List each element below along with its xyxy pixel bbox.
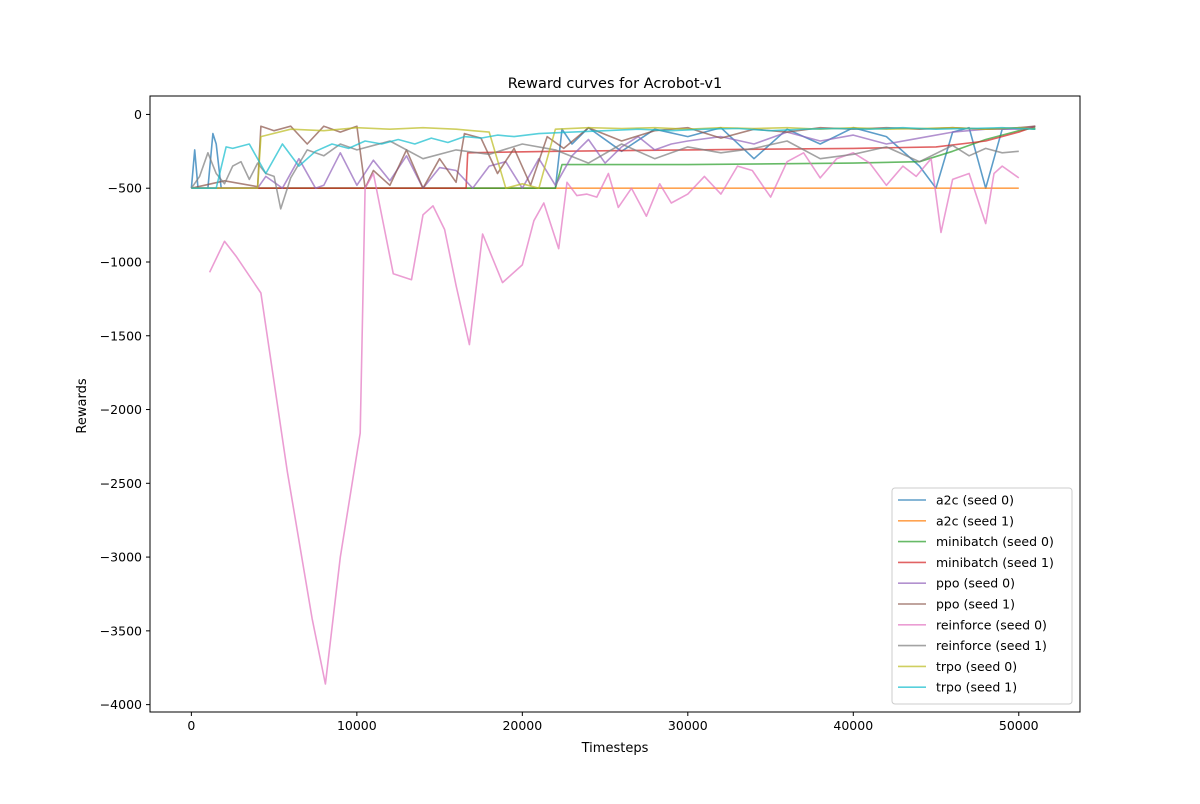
y-tick-label: 0 bbox=[134, 107, 142, 122]
x-tick-label: 50000 bbox=[999, 718, 1039, 733]
legend-box bbox=[891, 487, 1073, 705]
series-line-reinforce-seed-0 bbox=[208, 152, 1020, 685]
y-tick-label: −3500 bbox=[100, 623, 142, 638]
y-tick-label: −4000 bbox=[100, 697, 142, 712]
x-tick-label: 0 bbox=[187, 718, 195, 733]
series-line-a2c-seed-0 bbox=[190, 126, 1036, 189]
legend-label-ppo-seed-1: ppo (seed 1) bbox=[936, 597, 1015, 612]
series-line-trpo-seed-0 bbox=[191, 126, 1036, 189]
x-tick-label: 10000 bbox=[337, 718, 377, 733]
legend-label-ppo-seed-0: ppo (seed 0) bbox=[936, 576, 1015, 591]
legend-label-minibatch-seed-0: minibatch (seed 0) bbox=[936, 534, 1054, 549]
legend-label-a2c-seed-1: a2c (seed 1) bbox=[936, 513, 1014, 528]
legend-label-reinforce-seed-1: reinforce (seed 1) bbox=[936, 638, 1047, 653]
series-line-minibatch-seed-0 bbox=[191, 126, 1036, 189]
x-axis-label: Timesteps bbox=[581, 741, 649, 756]
x-tick-label: 30000 bbox=[668, 718, 708, 733]
y-tick-label: −1000 bbox=[100, 254, 142, 269]
legend-label-a2c-seed-0: a2c (seed 0) bbox=[936, 493, 1014, 508]
y-tick-label: −500 bbox=[108, 181, 142, 196]
x-tick-label: 40000 bbox=[833, 718, 873, 733]
series-line-reinforce-seed-1 bbox=[190, 140, 1019, 210]
y-tick-label: −2000 bbox=[100, 402, 142, 417]
series-line-trpo-seed-1 bbox=[191, 126, 1036, 189]
y-axis-label: Rewards bbox=[75, 378, 90, 433]
plot-area bbox=[190, 125, 1036, 685]
legend-label-trpo-seed-1: trpo (seed 1) bbox=[936, 680, 1017, 695]
series-line-minibatch-seed-1 bbox=[191, 125, 1036, 189]
y-axis-ticks: 0 −500 −1000 −1500 −2000 −2500 −3000 −3500 −4000 bbox=[100, 107, 150, 712]
legend-label-minibatch-seed-1: minibatch (seed 1) bbox=[936, 555, 1054, 570]
legend-label-trpo-seed-0: trpo (seed 0) bbox=[936, 659, 1017, 674]
x-tick-label: 20000 bbox=[502, 718, 542, 733]
chart-title: Reward curves for Acrobot-v1 bbox=[508, 76, 723, 92]
y-tick-label: −2500 bbox=[100, 476, 142, 491]
y-tick-label: −1500 bbox=[100, 328, 142, 343]
legend-label-reinforce-seed-0: reinforce (seed 0) bbox=[936, 617, 1047, 632]
plot-frame bbox=[149, 95, 1081, 713]
legend: a2c (seed 0) a2c (seed 1) minibatch (seed … bbox=[891, 487, 1073, 705]
x-axis-ticks: 0 10000 20000 30000 40000 50000 bbox=[187, 712, 1039, 733]
y-tick-label: −3000 bbox=[100, 550, 142, 565]
